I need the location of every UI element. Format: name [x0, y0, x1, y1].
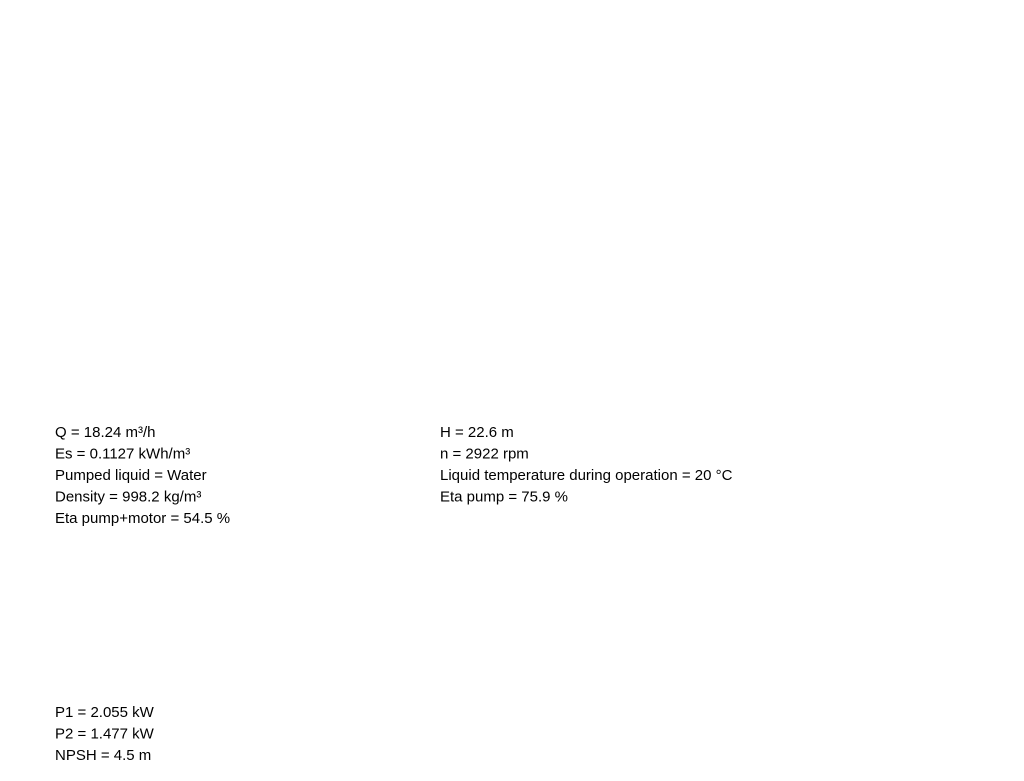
info-text: Q = 18.24 m³/h: [55, 424, 155, 441]
power-info-text: NPSH = 4.5 m: [55, 747, 151, 764]
info-text: H = 22.6 m: [440, 424, 514, 441]
info-text: Eta pump+motor = 54.5 %: [55, 510, 230, 527]
info-text: Es = 0.1127 kWh/m³: [55, 445, 190, 462]
info-text: Eta pump = 75.9 %: [440, 488, 568, 505]
info-text: Liquid temperature during operation = 20…: [440, 467, 733, 484]
power-info-text: P1 = 2.055 kW: [55, 704, 155, 721]
info-text: Pumped liquid = Water: [55, 467, 207, 484]
info-text: Density = 998.2 kg/m³: [55, 488, 201, 505]
info-text: n = 2922 rpm: [440, 445, 529, 462]
power-info-text: P2 = 1.477 kW: [55, 725, 155, 742]
